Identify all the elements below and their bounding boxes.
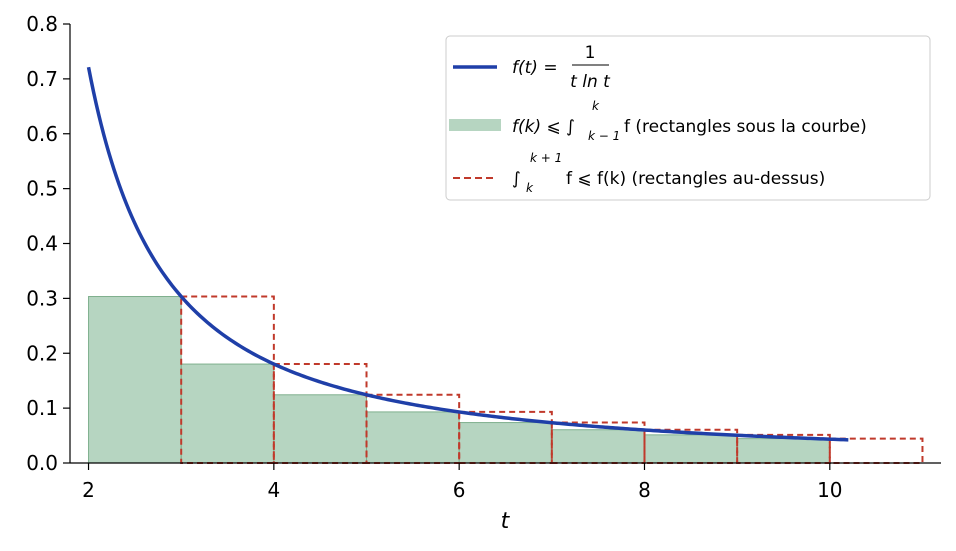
y-tick-label: 0.7 (26, 67, 58, 91)
legend-lower-sup: k (592, 99, 600, 113)
legend-upper-main: ∫ (512, 169, 521, 189)
x-tick-label: 8 (638, 478, 651, 502)
legend: f(t) = 1 t ln t f(k) ⩽ ∫ k k − 1 f (rect… (445, 35, 931, 201)
upper-rectangle (828, 437, 924, 464)
lower-rectangle (643, 434, 738, 464)
y-ticks-group: 0.0 0.1 0.2 0.3 0.4 0.5 0.6 0.7 0.8 (26, 12, 70, 475)
legend-upper-sup: k + 1 (530, 151, 562, 165)
lower-rectangle (458, 422, 553, 464)
legend-curve-fraction-den: t ln t (570, 72, 611, 92)
legend-lower-main: f(k) ⩽ ∫ (512, 117, 575, 137)
y-tick-label: 0.4 (26, 232, 58, 256)
lower-rectangle (736, 438, 831, 464)
lower-rectangle (551, 429, 645, 464)
x-tick-label: 4 (267, 478, 280, 502)
x-tick-label: 6 (453, 478, 466, 502)
lower-rectangle (273, 394, 368, 464)
y-tick-label: 0.0 (26, 451, 58, 475)
y-tick-label: 0.8 (26, 12, 58, 36)
legend-upper-sub: k (526, 181, 534, 195)
y-tick-label: 0.1 (26, 396, 58, 420)
legend-upper-after: f ⩽ f(k) (rectangles au-dessus) (566, 169, 825, 189)
legend-lower-sub: k − 1 (588, 129, 620, 143)
legend-curve-prefix: f(t) = (512, 58, 558, 78)
lower-rectangle (180, 363, 275, 464)
legend-lower-after: f (rectangles sous la courbe) (624, 117, 867, 137)
y-tick-label: 0.3 (26, 286, 58, 310)
y-tick-label: 0.6 (26, 122, 58, 146)
lower-rectangles-group (88, 296, 831, 464)
y-tick-label: 0.2 (26, 341, 58, 365)
x-axis-label: t (501, 509, 511, 534)
upper-rectangle (550, 421, 646, 465)
x-tick-label: 2 (82, 478, 95, 502)
legend-curve-fraction-num: 1 (585, 43, 596, 63)
legend-lower-swatch (449, 119, 501, 131)
curve-f-line (86, 66, 849, 442)
lower-rectangle (366, 411, 460, 464)
lower-rectangle (88, 296, 182, 464)
y-tick-label: 0.5 (26, 177, 58, 201)
x-ticks-group: 2 4 6 8 10 (82, 463, 843, 502)
legend-box (445, 35, 931, 201)
x-tick-label: 10 (817, 478, 842, 502)
